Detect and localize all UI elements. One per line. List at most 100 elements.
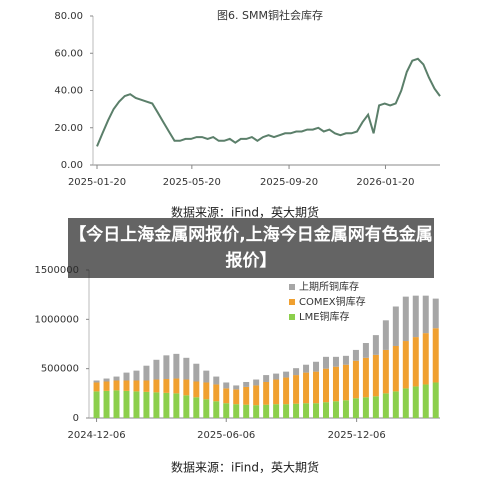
bar-segment bbox=[143, 380, 150, 392]
bar-segment bbox=[313, 371, 320, 404]
bar-segment bbox=[243, 386, 250, 405]
bar-segment bbox=[153, 379, 160, 393]
x-tick-label: 2025-05-20 bbox=[163, 177, 221, 188]
y-tick-label: 1000000 bbox=[34, 314, 79, 325]
bar-segment bbox=[233, 385, 240, 390]
bar-segment bbox=[143, 391, 150, 418]
bar-segment bbox=[143, 365, 150, 381]
bar-segment bbox=[422, 295, 429, 334]
bar-segment bbox=[133, 370, 140, 381]
bar-segment bbox=[273, 379, 280, 405]
y-tick-label: 0.00 bbox=[61, 160, 83, 171]
bar-segment bbox=[362, 357, 369, 398]
bar-segment bbox=[372, 335, 379, 355]
bar-segment bbox=[412, 386, 419, 418]
bar-segment bbox=[382, 349, 389, 394]
bar-segment bbox=[273, 373, 280, 380]
bar-segment bbox=[203, 370, 210, 383]
bar-segment bbox=[173, 393, 180, 418]
y-tick-label: 60.00 bbox=[54, 48, 83, 59]
bar-segment bbox=[322, 402, 329, 418]
x-tick-label: 2025-01-20 bbox=[68, 177, 126, 188]
bar-segment bbox=[342, 355, 349, 365]
bar-segment bbox=[213, 376, 220, 385]
bar-segment bbox=[322, 368, 329, 403]
bar-segment bbox=[422, 384, 429, 418]
bar-segment bbox=[362, 397, 369, 418]
bar-segment bbox=[332, 401, 339, 418]
bar-segment bbox=[303, 364, 310, 373]
bar-segment bbox=[243, 404, 250, 418]
y-tick-label: 500000 bbox=[41, 364, 79, 375]
bar-segment bbox=[233, 389, 240, 405]
bar-segment bbox=[233, 404, 240, 418]
source-note: 数据来源：iFind，英大期货 bbox=[171, 460, 319, 475]
bar-segment bbox=[223, 382, 230, 389]
legend-label: 上期所铜库存 bbox=[299, 280, 359, 293]
source-note: 数据来源：iFind，英大期货 bbox=[171, 205, 319, 220]
bar-segment bbox=[183, 357, 190, 380]
bar-segment bbox=[163, 355, 170, 380]
bar-segment bbox=[392, 345, 399, 392]
bar-segment bbox=[382, 393, 389, 418]
bar-segment bbox=[372, 396, 379, 418]
bar-segment bbox=[193, 363, 200, 382]
bar-segment bbox=[263, 381, 270, 405]
x-tick-label: 2026-01-20 bbox=[356, 177, 414, 188]
bar-segment bbox=[412, 295, 419, 338]
bar-segment bbox=[123, 380, 130, 391]
bar-segment bbox=[402, 341, 409, 389]
legend-label: LME铜库存 bbox=[299, 310, 350, 323]
bar-segment bbox=[313, 361, 320, 372]
bar-segment bbox=[253, 385, 260, 406]
bar-segment bbox=[103, 381, 110, 391]
bar-segment bbox=[283, 377, 290, 405]
bar-segment bbox=[123, 372, 130, 381]
bar-segment bbox=[243, 381, 250, 387]
bar-segment bbox=[113, 380, 120, 391]
legend-swatch bbox=[289, 299, 295, 305]
bar-segment bbox=[113, 376, 120, 381]
bar-segment bbox=[133, 391, 140, 418]
bar-segment bbox=[372, 354, 379, 397]
bar-segment bbox=[283, 404, 290, 418]
bar-segment bbox=[352, 398, 359, 418]
y-tick-label: 80.00 bbox=[54, 11, 83, 22]
bar-segment bbox=[293, 375, 300, 404]
bar-segment bbox=[303, 372, 310, 404]
y-tick-label: 20.00 bbox=[54, 123, 83, 134]
bar-segment bbox=[422, 333, 429, 385]
bar-segment bbox=[163, 379, 170, 393]
bar-segment bbox=[213, 401, 220, 418]
bar-segment bbox=[153, 359, 160, 380]
y-tick-label: 1500000 bbox=[34, 265, 79, 276]
bar-segment bbox=[163, 392, 170, 418]
bar-segment bbox=[113, 390, 120, 418]
bar-segment bbox=[203, 382, 210, 400]
bar-segment bbox=[402, 296, 409, 342]
y-tick-label: 0 bbox=[73, 413, 79, 424]
bar-segment bbox=[263, 375, 270, 382]
x-tick-label: 2025-09-20 bbox=[260, 177, 318, 188]
bar-segment bbox=[203, 399, 210, 418]
legend-swatch bbox=[289, 284, 295, 290]
bar-segment bbox=[193, 397, 200, 418]
bar-segment bbox=[293, 368, 300, 376]
line bbox=[96, 57, 441, 147]
bar-segment bbox=[322, 356, 329, 369]
legend-label: COMEX铜库存 bbox=[299, 295, 366, 308]
bar-segment bbox=[432, 382, 439, 418]
legend-swatch bbox=[289, 314, 295, 320]
bar-segment bbox=[213, 384, 220, 402]
bar-segment bbox=[342, 364, 349, 401]
bar-segment bbox=[342, 400, 349, 418]
bar-segment bbox=[93, 382, 100, 392]
bar-segment bbox=[93, 391, 100, 418]
bar-segment bbox=[253, 379, 260, 386]
bar-segment bbox=[412, 337, 419, 387]
bar-segment bbox=[402, 388, 409, 418]
y-tick-label: 40.00 bbox=[54, 86, 83, 97]
bar-segment bbox=[283, 371, 290, 378]
